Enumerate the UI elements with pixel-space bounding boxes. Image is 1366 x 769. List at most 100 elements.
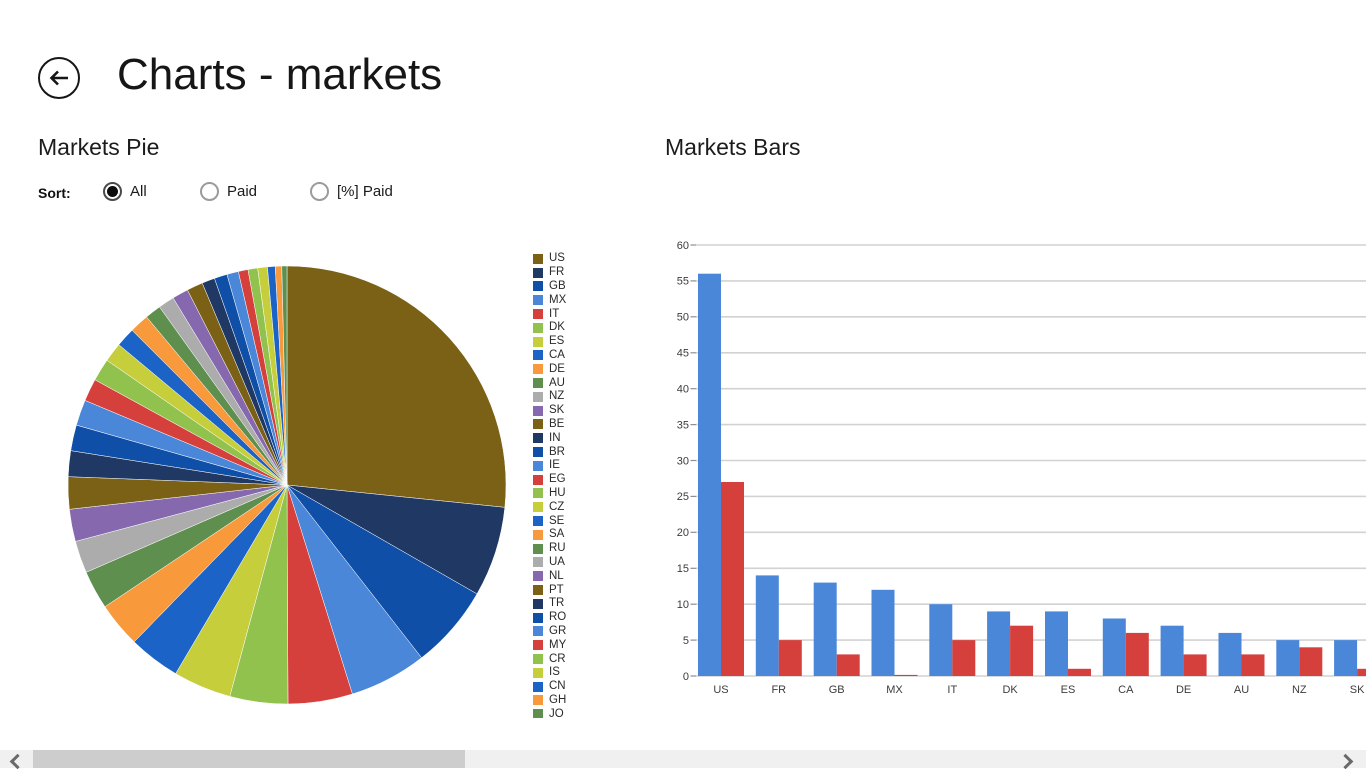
legend-swatch xyxy=(533,405,543,416)
bar-all xyxy=(698,273,721,676)
legend-item: CZ xyxy=(533,500,623,514)
legend-swatch xyxy=(533,336,543,347)
bar-all xyxy=(1334,640,1358,676)
legend-swatch xyxy=(533,433,543,444)
x-category-label: US xyxy=(713,684,728,696)
legend-label: SK xyxy=(549,404,565,417)
pie-section-title: Markets Pie xyxy=(38,134,160,160)
legend-item: RU xyxy=(533,542,623,556)
legend-item: BE xyxy=(533,418,623,432)
sort-radio-percent-paid[interactable]: [%] Paid xyxy=(310,182,393,201)
legend-label: ES xyxy=(549,335,565,348)
legend-item: FR xyxy=(533,266,623,280)
bar-paid xyxy=(1010,625,1034,676)
legend-label: BR xyxy=(549,445,565,458)
legend-item: CR xyxy=(533,652,623,666)
legend-swatch xyxy=(533,350,543,361)
legend-label: TR xyxy=(549,597,565,610)
pie-slice xyxy=(281,265,288,486)
legend-swatch xyxy=(533,585,543,596)
legend-item: BR xyxy=(533,445,623,459)
legend-label: MY xyxy=(549,638,567,651)
legend-label: AU xyxy=(549,376,565,389)
legend-item: SE xyxy=(533,514,623,528)
bar-all xyxy=(1276,640,1300,676)
legend-swatch xyxy=(533,654,543,664)
sort-radio-paid-label: Paid xyxy=(227,183,258,200)
legend-item: SK xyxy=(533,404,623,418)
legend-label: JO xyxy=(549,707,564,718)
legend-item: MY xyxy=(533,638,623,652)
x-category-label: AU xyxy=(1234,684,1249,696)
legend-swatch xyxy=(533,640,543,651)
x-category-label: GB xyxy=(829,684,845,696)
legend-label: EG xyxy=(549,473,566,486)
legend-swatch xyxy=(533,253,543,264)
legend-swatch xyxy=(533,667,543,678)
legend-item: UA xyxy=(533,556,623,570)
sort-label: Sort: xyxy=(38,185,71,201)
legend-swatch xyxy=(533,460,543,471)
bar-paid xyxy=(894,674,918,676)
y-tick-label: 55 xyxy=(677,276,689,288)
legend-item: US xyxy=(533,252,623,266)
legend-label: GH xyxy=(549,693,567,706)
legend-swatch xyxy=(533,295,543,306)
legend-swatch xyxy=(533,571,543,582)
legend-label: CR xyxy=(549,652,566,665)
y-tick-label: 15 xyxy=(677,563,689,575)
bar-paid xyxy=(1357,668,1366,676)
bar-paid xyxy=(1299,647,1323,676)
legend-item: HU xyxy=(533,487,623,501)
legend-label: FR xyxy=(549,266,565,279)
bar-all xyxy=(1160,625,1184,676)
legend-swatch xyxy=(533,364,543,375)
legend-swatch xyxy=(533,557,543,568)
scrollbar-thumb[interactable] xyxy=(33,750,465,768)
y-tick-label: 5 xyxy=(683,635,689,647)
legend-label: HU xyxy=(549,486,566,499)
bar-paid xyxy=(778,640,802,676)
legend-label: CN xyxy=(549,680,566,693)
back-button[interactable] xyxy=(38,57,80,99)
legend-item: IN xyxy=(533,431,623,445)
sort-radio-all-label: All xyxy=(130,183,147,200)
legend-item: AU xyxy=(533,376,623,390)
y-tick-label: 45 xyxy=(677,348,689,360)
legend-label: IS xyxy=(549,666,560,679)
legend-item: DK xyxy=(533,321,623,335)
legend-swatch xyxy=(533,419,543,430)
bar-paid xyxy=(1125,632,1149,676)
bar-paid xyxy=(1068,668,1091,676)
bar-chart: 0 5 10 15 20 25 30 35 40 45 50 55 60 US FR GB MX IT DK ES CA… xyxy=(660,240,1366,715)
legend-label: BE xyxy=(549,417,565,430)
legend-swatch xyxy=(533,281,543,292)
legend-item: GB xyxy=(533,280,623,294)
legend-label: GB xyxy=(549,279,566,292)
bar-all xyxy=(1045,611,1068,677)
legend-item: SA xyxy=(533,528,623,542)
y-tick-label: 40 xyxy=(677,384,689,396)
legend-item: GR xyxy=(533,625,623,639)
bar-all xyxy=(1218,632,1242,676)
bar-paid xyxy=(836,654,860,676)
legend-label: SA xyxy=(549,528,565,541)
legend-item: NZ xyxy=(533,390,623,404)
bars-section-title: Markets Bars xyxy=(665,134,801,160)
sort-radio-all[interactable]: All xyxy=(103,182,147,201)
page-title: Charts - markets xyxy=(117,50,443,99)
bar-all xyxy=(813,582,837,676)
legend-swatch xyxy=(533,267,543,278)
x-category-label: FR xyxy=(771,684,786,696)
legend-swatch xyxy=(533,488,543,499)
bar-paid xyxy=(1241,654,1265,676)
legend-label: NL xyxy=(549,569,564,582)
legend-swatch xyxy=(533,709,543,718)
legend-label: DK xyxy=(549,321,565,334)
y-tick-label: 20 xyxy=(677,527,689,539)
x-category-label: IT xyxy=(947,684,957,696)
legend-swatch xyxy=(533,598,543,609)
sort-radio-paid[interactable]: Paid xyxy=(200,182,257,201)
bar-paid xyxy=(721,482,744,676)
legend-swatch xyxy=(533,322,543,333)
